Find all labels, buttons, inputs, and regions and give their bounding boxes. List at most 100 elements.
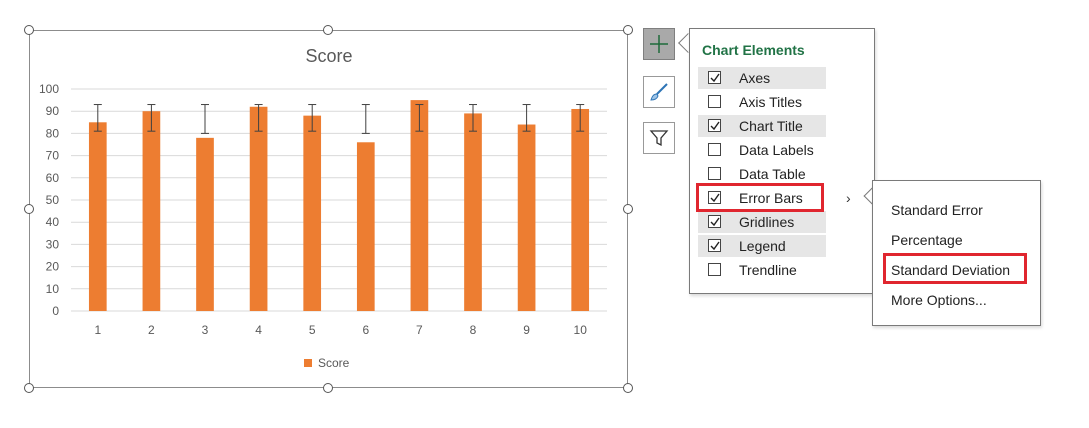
chart-elements-button[interactable]	[643, 28, 675, 60]
checkbox[interactable]	[708, 263, 721, 276]
funnel-icon	[649, 130, 669, 147]
error-bar[interactable]	[93, 104, 102, 132]
chart-element-legend[interactable]: Legend	[698, 235, 826, 257]
checkbox[interactable]	[708, 191, 721, 204]
y-tick-label: 70	[46, 149, 60, 163]
chart-element-label: Trendline	[739, 262, 797, 278]
error-bar[interactable]	[415, 104, 424, 132]
bar[interactable]	[356, 142, 375, 311]
bar[interactable]	[249, 106, 268, 311]
chart-title[interactable]: Score	[305, 46, 352, 66]
resize-handle-top-right[interactable]	[623, 25, 633, 35]
checkmark-icon	[710, 121, 720, 131]
x-tick-label: 9	[523, 323, 530, 337]
x-tick-label: 1	[94, 323, 101, 337]
chart-element-label: Axis Titles	[739, 94, 803, 110]
y-tick-label: 10	[46, 282, 60, 296]
x-tick-label: 6	[362, 323, 369, 337]
x-tick-label: 3	[202, 323, 209, 337]
checkmark-icon	[710, 241, 720, 251]
checkbox[interactable]	[708, 167, 721, 180]
submenu-item-standard-error[interactable]: Standard Error	[891, 202, 983, 218]
y-tick-label: 90	[46, 104, 60, 118]
chart-element-axes[interactable]: Axes	[698, 67, 826, 89]
chart-element-gridlines[interactable]: Gridlines	[698, 211, 826, 233]
checkmark-icon	[710, 193, 720, 203]
chart-element-label: Chart Title	[739, 118, 803, 134]
error-bar[interactable]	[308, 104, 317, 132]
y-tick-label: 50	[46, 193, 60, 207]
checkbox[interactable]	[708, 239, 721, 252]
bar[interactable]	[571, 108, 590, 311]
legend-label: Score	[318, 356, 350, 370]
submenu-item-percentage[interactable]: Percentage	[891, 232, 963, 248]
resize-handle-right[interactable]	[623, 204, 633, 214]
legend-swatch	[304, 359, 312, 367]
bar[interactable]	[464, 113, 482, 311]
chart-element-data-table[interactable]: Data Table	[698, 163, 826, 185]
x-tick-label: 7	[416, 323, 423, 337]
checkbox[interactable]	[708, 215, 721, 228]
y-tick-label: 0	[52, 304, 59, 318]
error-bar[interactable]	[254, 104, 263, 132]
chart-element-chart-title[interactable]: Chart Title	[698, 115, 826, 137]
bar[interactable]	[303, 115, 322, 311]
x-tick-label: 2	[148, 323, 155, 337]
chart-element-label: Error Bars	[739, 190, 803, 206]
checkbox[interactable]	[708, 143, 721, 156]
chart-element-label: Data Table	[739, 166, 806, 182]
checkbox[interactable]	[708, 119, 721, 132]
chart-element-axis-titles[interactable]: Axis Titles	[698, 91, 826, 113]
submenu-item-more-options[interactable]: More Options...	[891, 292, 987, 308]
y-tick-label: 60	[46, 171, 60, 185]
x-tick-label: 5	[309, 323, 316, 337]
paintbrush-icon	[650, 83, 668, 101]
x-tick-label: 8	[470, 323, 477, 337]
bar[interactable]	[517, 124, 536, 312]
error-bar[interactable]	[576, 104, 585, 132]
resize-handle-bottom-left[interactable]	[24, 383, 34, 393]
chart-element-data-labels[interactable]: Data Labels	[698, 139, 826, 161]
y-tick-label: 20	[46, 260, 60, 274]
chart-element-error-bars[interactable]: Error Bars	[698, 187, 826, 209]
resize-handle-left[interactable]	[24, 204, 34, 214]
chart-element-label: Data Labels	[739, 142, 814, 158]
resize-handle-bottom[interactable]	[323, 383, 333, 393]
y-tick-label: 80	[46, 126, 60, 140]
checkmark-icon	[710, 73, 720, 83]
x-tick-label: 10	[574, 323, 588, 337]
error-bar[interactable]	[361, 104, 370, 134]
chart-element-label: Axes	[739, 70, 771, 86]
chevron-right-icon[interactable]: ›	[846, 190, 851, 206]
chart-element-trendline[interactable]: Trendline	[698, 259, 826, 281]
bar[interactable]	[410, 100, 429, 311]
resize-handle-top-left[interactable]	[24, 25, 34, 35]
chart-styles-button[interactable]	[643, 76, 675, 108]
x-tick-label: 4	[255, 323, 262, 337]
chart-filters-button[interactable]	[643, 122, 675, 154]
standard-deviation-highlight	[883, 253, 1027, 284]
resize-handle-bottom-right[interactable]	[623, 383, 633, 393]
error-bar[interactable]	[469, 104, 477, 132]
bar[interactable]	[88, 122, 107, 311]
error-bar[interactable]	[201, 104, 209, 134]
y-tick-label: 100	[39, 82, 59, 96]
bar[interactable]	[196, 137, 214, 311]
error-bars-highlight	[696, 183, 824, 212]
checkmark-icon	[710, 217, 720, 227]
submenu-item-standard-deviation[interactable]: Standard Deviation	[891, 262, 1011, 278]
score-chart[interactable]: Score 0 10 20 30 40 50 60 70 80 90 100 1 2 3 4 5 6 7 8 9 10…	[29, 30, 628, 388]
chart-element-label: Legend	[739, 238, 786, 254]
panel-title: Chart Elements	[702, 42, 805, 58]
legend[interactable]: Score	[304, 356, 350, 370]
plus-icon	[650, 35, 668, 53]
error-bar[interactable]	[147, 104, 156, 132]
chart-element-label: Gridlines	[739, 214, 795, 230]
resize-handle-top[interactable]	[323, 25, 333, 35]
y-tick-label: 30	[46, 237, 60, 251]
error-bar[interactable]	[522, 104, 531, 132]
y-tick-label: 40	[46, 215, 60, 229]
checkbox[interactable]	[708, 95, 721, 108]
checkbox[interactable]	[708, 71, 721, 84]
bar[interactable]	[142, 111, 161, 311]
